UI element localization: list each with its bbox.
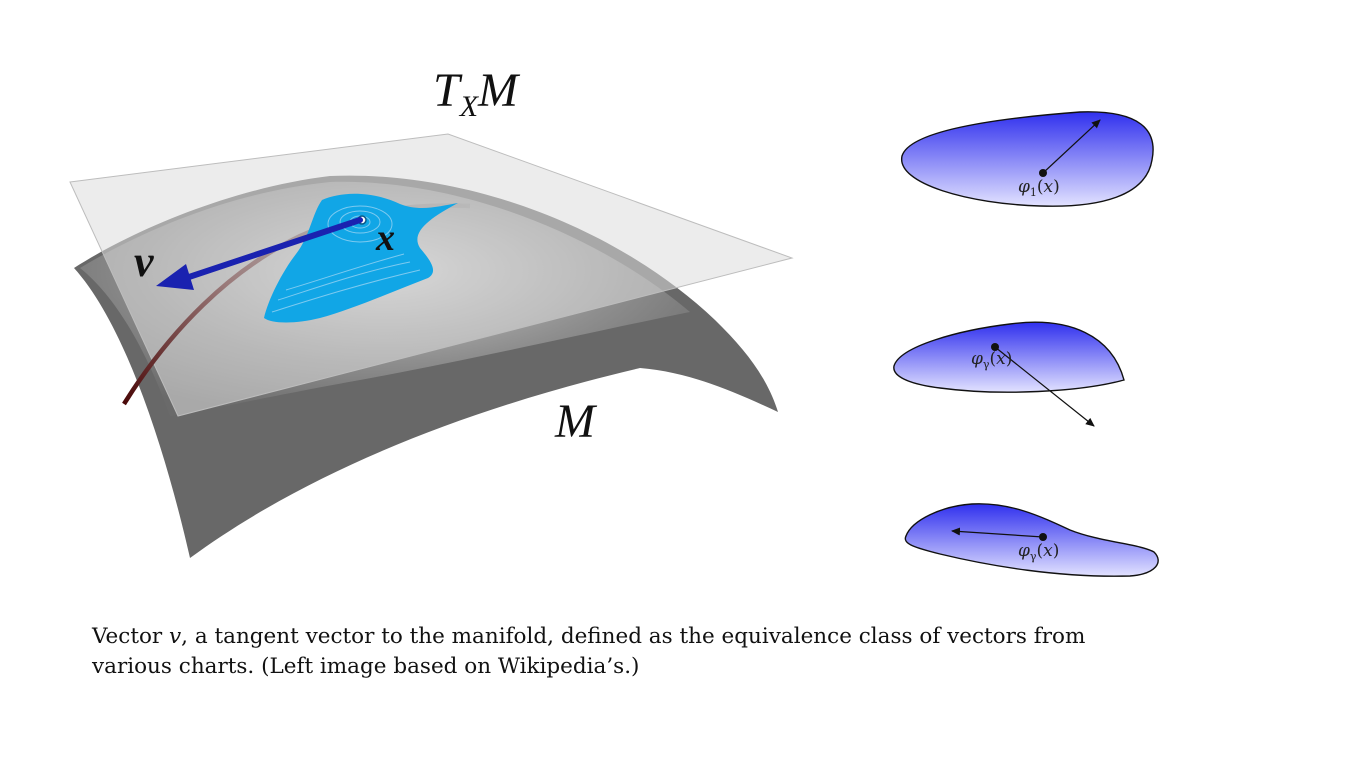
cyan-patch bbox=[264, 193, 458, 323]
caption-line-2: various charts. (Left image based on Wik… bbox=[92, 654, 640, 679]
chart-2-label: φγ(x) bbox=[971, 349, 1012, 371]
patch-contours bbox=[271, 205, 421, 313]
chart-2: φγ(x) bbox=[893, 321, 1125, 427]
chart-3-label: φγ(x) bbox=[1018, 541, 1059, 563]
caption-line-1-text: , a tangent vector to the manifold, defi… bbox=[181, 624, 1086, 649]
chart-1-point bbox=[1039, 169, 1047, 177]
caption-variable: v bbox=[169, 624, 182, 649]
chart-1: φ1(x) bbox=[901, 111, 1154, 207]
label-manifold: M bbox=[554, 395, 598, 448]
figure-caption: Vector v, a tangent vector to the manifo… bbox=[92, 622, 1092, 682]
vector-v-shaft bbox=[183, 217, 363, 281]
vector-v-arrowhead bbox=[156, 264, 194, 290]
label-vector-v: v bbox=[134, 237, 154, 286]
chart-1-vector bbox=[1042, 119, 1101, 174]
chart-3-region bbox=[904, 503, 1159, 577]
chart-2-region bbox=[893, 321, 1125, 393]
caption-prefix: Vector bbox=[92, 624, 170, 649]
chart-3-vector bbox=[951, 527, 1044, 538]
caption-line-1: Vector v, a tangent vector to the manifo… bbox=[92, 622, 1092, 652]
chart-3-point bbox=[1039, 533, 1047, 541]
chart-3: φγ(x) bbox=[904, 503, 1159, 577]
chart-1-region bbox=[901, 111, 1154, 207]
manifold-illustration: TXM M v x bbox=[69, 64, 794, 558]
label-tangent-space: TXM bbox=[433, 64, 521, 123]
chart-2-point bbox=[991, 343, 999, 351]
chart-1-label: φ1(x) bbox=[1018, 177, 1060, 199]
label-point-x: x bbox=[375, 217, 395, 259]
chart-2-vector bbox=[994, 346, 1095, 427]
